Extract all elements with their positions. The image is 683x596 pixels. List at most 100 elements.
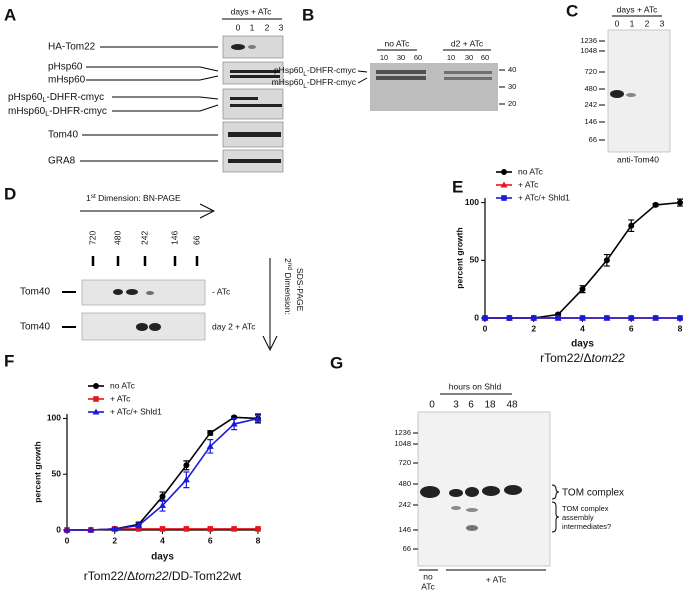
annotation: TOM complex [562,504,609,513]
marker: 1048 [394,439,411,448]
point [206,442,214,449]
marker: 66 [403,544,411,553]
axis [484,198,680,319]
text: mHsp60 [8,106,46,117]
lane: 30 [465,53,473,62]
text: /DD-Tom22wt [169,569,242,583]
panel-label: E [452,177,463,196]
legend-label: + ATc/+ Shld1 [110,406,162,416]
point [207,429,214,436]
legend-label: + ATc [110,393,131,403]
marker: 1236 [580,36,597,45]
row-label: mHsp60 [48,75,86,86]
text: Dimension: [283,270,293,315]
text: pHsp60 [274,65,304,75]
lane: 3 [660,18,665,28]
lane: 1 [630,18,635,28]
point [159,493,166,500]
text: st [91,193,96,200]
brace [551,484,560,500]
marker: 1048 [580,46,597,55]
marker-tick [499,69,505,105]
x-tick-label: 0 [483,323,488,333]
x-axis-label: days [151,552,174,563]
point [159,526,166,532]
marker: 146 [398,525,411,534]
point [555,315,561,321]
marker-tick [413,432,418,550]
header: days + ATc [617,4,658,14]
marker: 20 [508,99,516,108]
band-label: pHsp60L-DHFR-cmyc [274,65,357,77]
y-tick-label: 100 [465,197,479,207]
point [530,315,537,321]
row-label: Tom40 [48,130,78,141]
condition: day 2 + ATc [212,321,256,331]
point [207,526,214,532]
annotation: intermediates? [562,522,611,531]
legend-label: no ATc [518,166,544,176]
x-tick-label: 4 [580,323,585,333]
lane: 2 [645,18,650,28]
legend-label: no ATc [110,380,136,390]
x-tick-label: 6 [629,323,634,333]
point [93,383,99,389]
marker-tick [91,256,199,266]
leader [62,291,76,328]
point [183,526,190,532]
marker: 66 [589,135,597,144]
legend-label: + ATc [518,179,539,189]
blots [222,35,284,173]
lane: 10 [380,53,388,62]
text: rTom22/Δ [84,569,135,583]
text: -DHFR-cmyc [307,65,357,75]
series-line [67,416,259,531]
x-tick-label: 2 [531,323,536,333]
text: 1 [86,193,91,203]
y-axis-label: percent growth [454,227,464,288]
text: L [45,111,49,118]
x-tick-label: 8 [678,323,683,333]
point [677,199,683,206]
point [628,315,635,321]
point [652,315,659,321]
marker: 146 [584,117,597,126]
text: rTom22/Δ [540,351,591,365]
point [230,420,238,427]
text: -DHFR-cmyc [46,92,104,103]
point [159,501,166,508]
point [579,315,586,321]
marker: 480 [398,479,411,488]
x-tick-label: 8 [256,535,261,545]
marker: 40 [508,65,516,74]
condition: ATc [421,581,435,591]
panel-label: D [4,184,16,203]
panel-label: B [302,5,314,24]
brace [551,501,560,533]
row-label: pHsp60 [48,62,83,73]
point [501,195,507,201]
legend-label: + ATc/+ Shld1 [518,192,570,202]
text: L [42,97,46,104]
text: -DHFR-cmyc [49,106,107,117]
axis [66,414,258,531]
lane: 0 [615,18,620,28]
y-tick-label: 100 [47,413,61,423]
lane: 10 [447,53,455,62]
x-tick-label: 2 [112,535,117,545]
lane: 0 [236,22,241,32]
marker: 30 [508,82,516,91]
point [182,476,190,483]
lane: 30 [397,53,405,62]
point [255,526,261,532]
marker: 242 [584,100,597,109]
text: mHsp60 [272,77,304,87]
subtitle: rTom22/Δtom22/DD-Tom22wt [84,569,242,583]
text: 2 [283,258,293,263]
leader [357,70,368,84]
annotation: TOM complex [562,488,624,499]
arrow [262,258,278,352]
antibody: anti-Tom40 [617,154,659,164]
dimension-label: SDS-PAGE [295,268,305,312]
